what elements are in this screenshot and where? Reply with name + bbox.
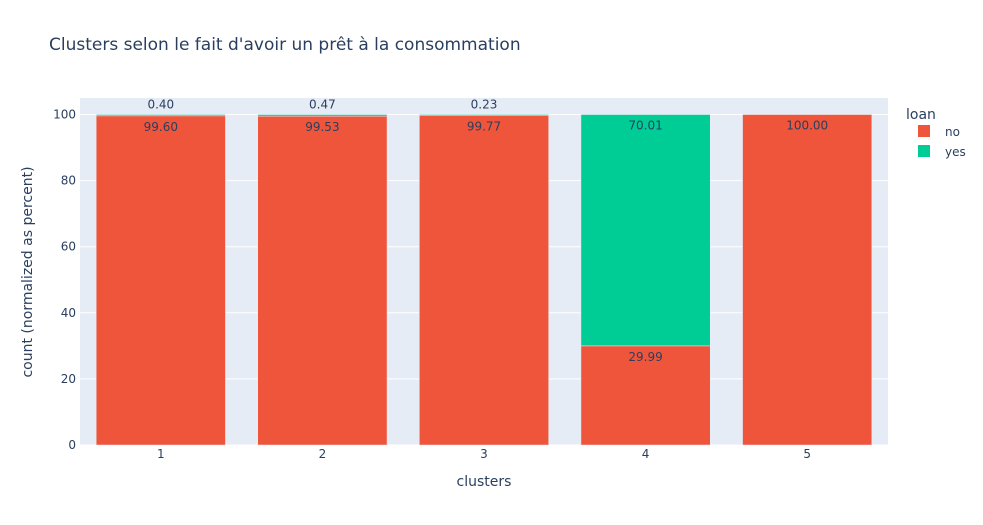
bar-label-no-cluster-4: 29.99 [628, 350, 662, 364]
legend-item-no[interactable]: no [945, 125, 960, 139]
legend-swatch-yes[interactable] [918, 145, 930, 157]
bar-label-yes-cluster-1: 0.40 [147, 98, 174, 112]
bars: 99.60 0.40 99.53 0.47 99.77 0.23 29.99 70.01 100… [95, 98, 873, 446]
y-tick-label: 40 [61, 306, 76, 320]
bar-label-no-cluster-1: 99.60 [144, 120, 178, 134]
x-tick-label: 5 [803, 447, 811, 461]
legend-swatch-no[interactable] [918, 125, 930, 137]
chart-title: Clusters selon le fait d'avoir un prêt à… [49, 35, 521, 55]
bar-no-cluster-3[interactable] [419, 115, 549, 446]
bar-yes-cluster-3[interactable] [419, 114, 549, 116]
bar-label-yes-cluster-3: 0.23 [471, 98, 498, 112]
x-tick-label: 1 [157, 447, 165, 461]
x-tick-label: 4 [642, 447, 650, 461]
bar-no-cluster-4[interactable] [580, 345, 711, 446]
legend-title: loan [906, 107, 936, 123]
y-axis-title: count (normalized as percent) [20, 166, 36, 377]
x-tick-label: 3 [480, 447, 488, 461]
legend-item-yes[interactable]: yes [945, 145, 966, 159]
y-tick-label: 60 [61, 240, 76, 254]
bar-label-no-cluster-2: 99.53 [305, 120, 339, 134]
legend[interactable]: loan no yes [906, 107, 966, 159]
x-axis-title: clusters [457, 474, 512, 490]
bar-no-cluster-2[interactable] [257, 115, 388, 446]
bar-yes-cluster-4[interactable] [580, 114, 711, 347]
bar-label-yes-cluster-4: 70.01 [628, 119, 662, 133]
y-tick-labels: 0 20 40 60 80 100 [53, 108, 76, 452]
bar-yes-cluster-2[interactable] [257, 114, 388, 117]
bar-yes-cluster-1[interactable] [95, 114, 226, 117]
y-tick-label: 20 [61, 372, 76, 386]
bar-label-no-cluster-5: 100.00 [786, 119, 828, 133]
y-tick-label: 0 [68, 438, 76, 452]
bar-no-cluster-1[interactable] [95, 115, 226, 446]
y-tick-label: 80 [61, 174, 76, 188]
y-tick-label: 100 [53, 108, 76, 122]
x-tick-labels: 1 2 3 4 5 [157, 447, 811, 461]
x-tick-label: 2 [319, 447, 327, 461]
bar-label-no-cluster-3: 99.77 [467, 119, 501, 133]
bar-no-cluster-5[interactable] [742, 114, 873, 446]
bar-label-yes-cluster-2: 0.47 [309, 98, 336, 112]
